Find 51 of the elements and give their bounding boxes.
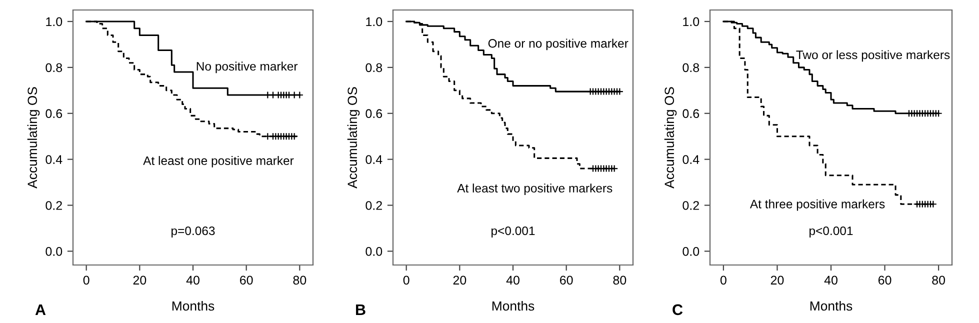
x-tick-label: 40 [506,276,520,285]
x-tick-label: 0 [720,276,726,285]
y-tick-label: 0.8 [46,63,62,72]
x-axis-title: Months [172,300,214,311]
x-tick-label: 20 [770,276,784,285]
y-tick-label: 0.6 [682,109,700,118]
y-tick-label: 0.6 [46,109,62,118]
y-axis-title: Accumulating OS [664,87,677,188]
y-tick-label: 1.0 [46,17,62,26]
y-tick-label: 0.2 [366,201,382,210]
annotation: No positive marker [196,62,298,74]
annotation: Two or less positive markers [796,50,950,62]
annotation: p<0.001 [492,226,535,238]
x-tick-label: 80 [613,276,626,285]
y-axis-title: Accumulating OS [27,87,40,188]
x-tick-label: 40 [824,276,838,285]
y-tick-label: 0.6 [366,109,382,118]
annotation: At least two positive markers [457,184,612,195]
y-tick-label: 1.0 [683,17,700,26]
x-tick-label: 20 [133,276,146,285]
y-tick-label: 1.0 [366,17,382,26]
annotation: One or no positive marker [488,38,628,50]
x-tick-label: 20 [453,276,466,285]
x-tick-label: 0 [83,276,90,285]
y-tick-label: 0.4 [682,155,700,164]
y-tick-label: 0.8 [366,63,382,72]
annotation: At three positive markers [750,199,885,211]
x-tick-label: 60 [878,276,892,285]
annotation: p=0.063 [172,226,215,238]
x-tick-label: 80 [932,276,946,285]
x-tick-label: 40 [186,276,200,285]
y-tick-label: 0.0 [366,247,382,256]
annotation: At least one positive marker [143,156,294,168]
x-tick-label: 60 [560,276,573,285]
x-tick-label: 60 [240,276,253,285]
text: A [35,304,46,315]
x-tick-label: 0 [403,276,410,285]
y-axis-title: Accumulating OS [347,87,360,188]
y-tick-label: 0.0 [46,247,62,256]
y-tick-label: 0.2 [46,201,62,210]
y-tick-label: 0.4 [366,155,382,164]
annotation: p<0.001 [810,226,853,238]
x-tick-label: 80 [293,276,306,285]
y-tick-label: 0.4 [46,155,62,164]
y-tick-label: 0.8 [682,63,700,72]
text: C [672,304,683,316]
text: B [356,304,366,315]
x-axis-title: Months [810,300,852,311]
y-tick-label: 0.0 [682,247,700,256]
y-tick-label: 0.2 [682,201,699,210]
x-axis-title: Months [492,300,534,311]
